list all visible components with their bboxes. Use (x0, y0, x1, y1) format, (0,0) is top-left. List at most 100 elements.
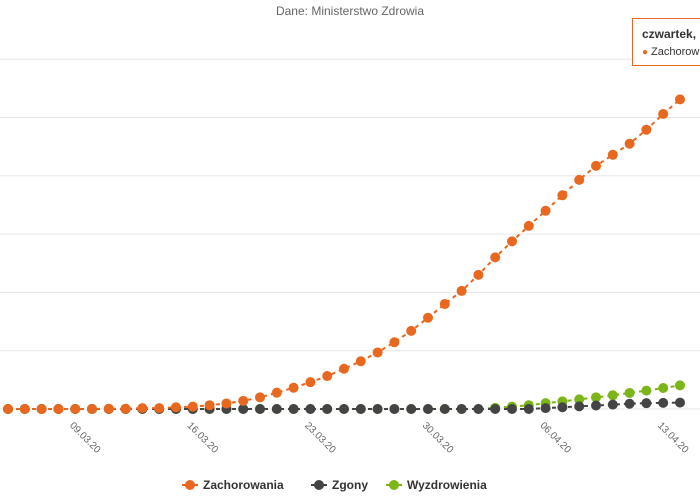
data-point (675, 397, 685, 408)
data-point (507, 236, 517, 247)
data-point (624, 387, 635, 398)
x-tick-label: 30.03.20 (420, 420, 456, 456)
x-tick-label: 06.04.20 (537, 420, 573, 456)
data-point (389, 337, 400, 348)
grid-lines (0, 58, 700, 410)
tooltip: czwartek, ●Zachorowania (632, 18, 700, 66)
tooltip-series-dot: ● (642, 47, 649, 58)
data-point (154, 403, 165, 414)
data-point (36, 404, 47, 414)
data-point (255, 392, 265, 403)
data-point (355, 356, 366, 367)
x-axis: 09.03.20 16.03.20 23.03.20 30.03.20 06.04.20… (67, 420, 691, 456)
data-point (238, 404, 249, 414)
data-point (271, 404, 282, 414)
legend-marker (389, 480, 399, 490)
data-point (540, 403, 551, 414)
data-point (53, 404, 64, 414)
data-point (523, 220, 534, 231)
x-tick-label: 16.03.20 (185, 420, 221, 456)
data-point (624, 138, 635, 149)
tooltip-title: czwartek, (642, 27, 697, 41)
legend-label: Zgony (332, 478, 368, 492)
data-point (641, 124, 652, 135)
data-point (339, 404, 349, 414)
data-point (439, 299, 450, 310)
data-point (103, 403, 114, 414)
data-point (355, 404, 366, 414)
data-point (87, 404, 97, 414)
data-point (389, 404, 400, 414)
data-point (439, 404, 450, 414)
data-point (70, 404, 81, 414)
data-point (322, 404, 333, 414)
data-point (490, 252, 501, 263)
data-point (456, 404, 467, 414)
data-point (288, 382, 299, 393)
data-point (171, 402, 181, 413)
data-point (137, 403, 148, 414)
data-point (607, 390, 618, 401)
legend-label: Wyzdrowienia (407, 478, 487, 492)
legend-label: Zachorowania (203, 478, 284, 492)
data-point (187, 401, 198, 412)
data-point (658, 383, 669, 394)
legend-marker (314, 480, 324, 490)
x-tick-label: 23.03.20 (302, 420, 338, 456)
data-point (574, 174, 585, 185)
data-point (372, 347, 383, 358)
data-point (607, 399, 618, 410)
data-point (675, 94, 685, 105)
data-point (322, 371, 333, 382)
tooltip-row: ●Zachorowania (642, 46, 700, 58)
tooltip-series-label: Zachorowania (651, 46, 700, 58)
data-point (3, 404, 13, 414)
data-point (675, 380, 685, 391)
legend-item-wyzdrowienia: Wyzdrowienia (386, 478, 487, 492)
data-point (591, 392, 601, 403)
legend-marker (185, 480, 195, 490)
data-point (339, 363, 349, 374)
data-point (473, 269, 484, 280)
data-point (19, 404, 30, 414)
data-point (423, 404, 433, 414)
data-point (473, 404, 484, 414)
data-point (574, 401, 585, 412)
data-point (305, 377, 316, 388)
data-point (507, 404, 517, 414)
data-point (658, 397, 669, 408)
data-point (305, 404, 316, 414)
data-point (490, 404, 501, 414)
series-layer (3, 94, 685, 414)
data-point (271, 387, 282, 398)
data-point (607, 149, 618, 160)
data-point (658, 108, 669, 119)
data-point (557, 402, 568, 413)
series-zachorowania (3, 94, 685, 414)
x-tick-label: 09.03.20 (67, 420, 103, 456)
data-point (574, 394, 585, 405)
data-point (238, 395, 249, 406)
legend: Zachorowania Zgony Wyzdrowienia (182, 478, 487, 492)
legend-item-zachorowania: Zachorowania (182, 478, 284, 492)
data-point (641, 385, 652, 396)
data-point (456, 285, 467, 296)
data-point (221, 398, 232, 409)
data-point (423, 312, 433, 323)
data-point (120, 403, 131, 414)
data-point (540, 205, 551, 216)
data-point (591, 400, 601, 411)
data-point (406, 404, 417, 414)
data-point (372, 404, 383, 414)
legend-item-zgony: Zgony (311, 478, 368, 492)
data-point (288, 404, 299, 414)
chart-subtitle: Dane: Ministerstwo Zdrowia (275, 4, 425, 18)
data-point (641, 398, 652, 409)
data-point (255, 404, 265, 414)
data-point (523, 404, 534, 414)
data-point (591, 160, 601, 171)
data-point (557, 190, 568, 201)
data-point (624, 398, 635, 409)
x-tick-label: 13.04.20 (655, 420, 691, 456)
